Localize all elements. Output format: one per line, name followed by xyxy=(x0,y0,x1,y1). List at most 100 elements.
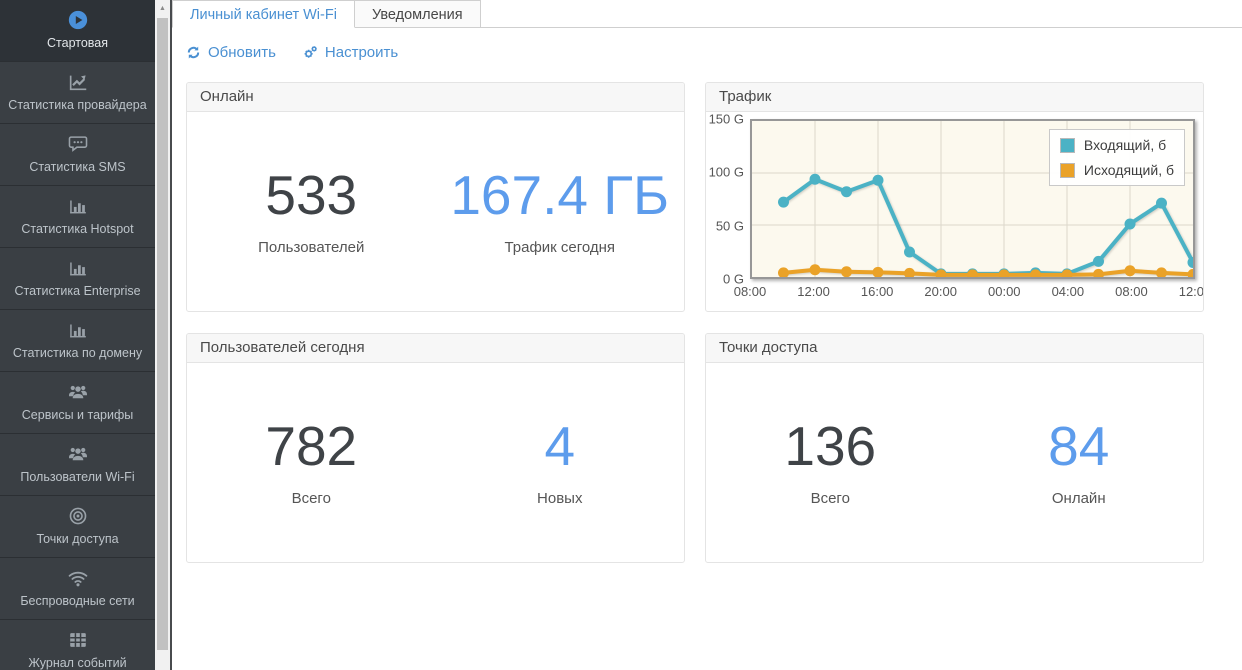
stat-label: Трафик сегодня xyxy=(504,239,616,257)
panel-title: Онлайн xyxy=(187,83,684,112)
stat-label: Новых xyxy=(537,490,583,508)
sidebar-item-hotspot-stats[interactable]: Статистика Hotspot xyxy=(0,186,155,248)
refresh-icon xyxy=(186,45,201,60)
stat-value: 136 xyxy=(784,414,877,477)
y-axis-tick: 50 G xyxy=(715,218,744,234)
scroll-up-button[interactable]: ▲ xyxy=(155,0,170,16)
panel-users-today: Пользователей сегодня 782 Всего 4 Новых xyxy=(186,333,685,563)
refresh-button[interactable]: Обновить xyxy=(186,44,276,61)
bar-chart-icon xyxy=(4,257,151,281)
tab-label: Личный кабинет Wi-Fi xyxy=(190,6,337,23)
tab-bar: Личный кабинет Wi-Fi Уведомления xyxy=(172,0,1242,28)
stat-label: Всего xyxy=(291,490,331,508)
x-axis-tick: 00:00 xyxy=(988,284,1021,299)
sidebar-item-label: Журнал событий xyxy=(28,656,127,670)
sidebar-item-label: Стартовая xyxy=(47,36,108,50)
sidebar-item-domain-stats[interactable]: Статистика по домену xyxy=(0,310,155,372)
legend-label: Входящий, б xyxy=(1083,137,1167,153)
stat-value: 533 xyxy=(265,163,358,226)
sidebar-item-label: Пользователи Wi-Fi xyxy=(20,470,135,484)
stat-users-total: 782 Всего xyxy=(187,414,436,508)
legend-label: Исходящий, б xyxy=(1083,162,1174,178)
sidebar-item-sms-stats[interactable]: Статистика SMS xyxy=(0,124,155,186)
sidebar-item-wifi-users[interactable]: Пользователи Wi-Fi xyxy=(0,434,155,496)
stat-value: 4 xyxy=(544,414,576,477)
y-axis-tick: 100 G xyxy=(708,164,744,180)
tab-notifications[interactable]: Уведомления xyxy=(354,0,481,28)
main-content: Личный кабинет Wi-Fi Уведомления Обновит… xyxy=(170,0,1242,670)
sidebar-item-label: Сервисы и тарифы xyxy=(21,408,134,422)
stat-label: Пользователей xyxy=(258,239,365,257)
scrollbar-thumb[interactable] xyxy=(157,18,168,650)
stat-value: 782 xyxy=(265,414,358,477)
sidebar-item-access-points[interactable]: Точки доступа xyxy=(0,496,155,558)
stat-traffic-today: 167.4 ГБ Трафик сегодня xyxy=(436,163,685,257)
sidebar-item-label: Статистика провайдера xyxy=(8,98,147,112)
sidebar-item-label: Беспроводные сети xyxy=(20,594,135,608)
configure-button[interactable]: Настроить xyxy=(303,44,398,61)
comment-dots-icon xyxy=(4,133,151,157)
legend-swatch xyxy=(1059,162,1075,178)
panel-online: Онлайн 533 Пользователей 167.4 ГБ Трафик… xyxy=(186,82,685,312)
tab-label: Уведомления xyxy=(371,6,463,23)
sidebar-item-label: Статистика SMS xyxy=(29,160,126,174)
legend-item: Исходящий, б xyxy=(1059,162,1174,178)
stat-label: Онлайн xyxy=(1051,490,1106,508)
stat-online-users: 533 Пользователей xyxy=(187,163,436,257)
x-axis-tick: 16:00 xyxy=(860,284,894,299)
stat-users-new: 4 Новых xyxy=(436,414,685,508)
x-axis-tick: 08:00 xyxy=(733,284,767,299)
legend-swatch xyxy=(1059,137,1075,153)
sidebar-scrollbar[interactable]: ▲ xyxy=(155,0,170,670)
wifi-icon xyxy=(4,567,151,591)
sidebar-item-label: Статистика Enterprise xyxy=(14,284,141,298)
panel-title: Точки доступа xyxy=(706,334,1203,363)
sidebar-item-label: Статистика Hotspot xyxy=(21,222,134,236)
stat-value: 167.4 ГБ xyxy=(450,163,670,226)
chart-legend: Входящий, б Исходящий, б xyxy=(1048,129,1185,186)
x-axis-tick: 08:00 xyxy=(1115,284,1148,299)
users-icon xyxy=(4,381,151,405)
access-point-icon xyxy=(4,505,151,529)
sidebar-item-provider-stats[interactable]: Статистика провайдера xyxy=(0,62,155,124)
x-axis-tick: 12:00 xyxy=(797,284,830,299)
cogs-icon xyxy=(303,45,318,60)
x-axis-tick: 20:00 xyxy=(924,284,957,299)
panel-access-points: Точки доступа 136 Всего 84 Онлайн xyxy=(705,333,1204,563)
sidebar-item-services-tariffs[interactable]: Сервисы и тарифы xyxy=(0,372,155,434)
panel-title: Трафик xyxy=(706,83,1203,112)
line-chart-icon xyxy=(4,71,151,95)
sidebar-item-label: Статистика по домену xyxy=(12,346,143,360)
configure-label: Настроить xyxy=(324,44,399,61)
y-axis-tick: 150 G xyxy=(708,111,744,127)
sidebar-item-enterprise-stats[interactable]: Статистика Enterprise xyxy=(0,248,155,310)
dashboard-panels: Онлайн 533 Пользователей 167.4 ГБ Трафик… xyxy=(186,82,1204,563)
bar-chart-icon xyxy=(4,319,151,343)
x-axis-labels: 08:00 12:00 16:00 20:00 00:00 04:00 08:00 12:00 xyxy=(734,283,1203,305)
sidebar: Стартовая Статистика провайдера Статистика… xyxy=(0,0,155,670)
sidebar-item-wireless-networks[interactable]: Беспроводные сети xyxy=(0,558,155,620)
users-icon xyxy=(4,443,151,467)
sidebar-nav: Стартовая Статистика провайдера Статистика… xyxy=(0,0,155,670)
plot-area: Входящий, б Исходящий, б xyxy=(750,119,1195,279)
sidebar-item-label: Точки доступа xyxy=(36,532,119,546)
panel-title: Пользователей сегодня xyxy=(187,334,684,363)
tab-personal-cabinet-wifi[interactable]: Личный кабинет Wi-Fi xyxy=(172,0,355,28)
refresh-label: Обновить xyxy=(208,44,276,61)
legend-item: Входящий, б xyxy=(1059,137,1174,153)
stat-ap-online: 84 Онлайн xyxy=(955,414,1204,508)
stat-ap-total: 136 Всего xyxy=(706,414,955,508)
sidebar-item-event-log[interactable]: Журнал событий xyxy=(0,620,155,670)
y-axis-tick: 0 G xyxy=(723,271,744,287)
y-axis-labels: 0 G 50 G 100 G 150 G xyxy=(706,112,750,287)
toolbar: Обновить Настроить xyxy=(186,44,1228,61)
x-axis-tick: 04:00 xyxy=(1051,284,1085,299)
stat-label: Всего xyxy=(810,490,850,508)
x-axis-tick: 12:00 xyxy=(1178,284,1204,299)
panel-traffic: Трафик 0 G 50 G 100 G 150 G Входящий, б Исхо… xyxy=(705,82,1204,312)
stat-value: 84 xyxy=(1048,414,1110,477)
play-circle-icon xyxy=(4,9,151,33)
sidebar-item-home[interactable]: Стартовая xyxy=(0,0,155,62)
traffic-chart: 0 G 50 G 100 G 150 G Входящий, б Исходящий, … xyxy=(706,112,1203,311)
table-icon xyxy=(4,629,151,653)
